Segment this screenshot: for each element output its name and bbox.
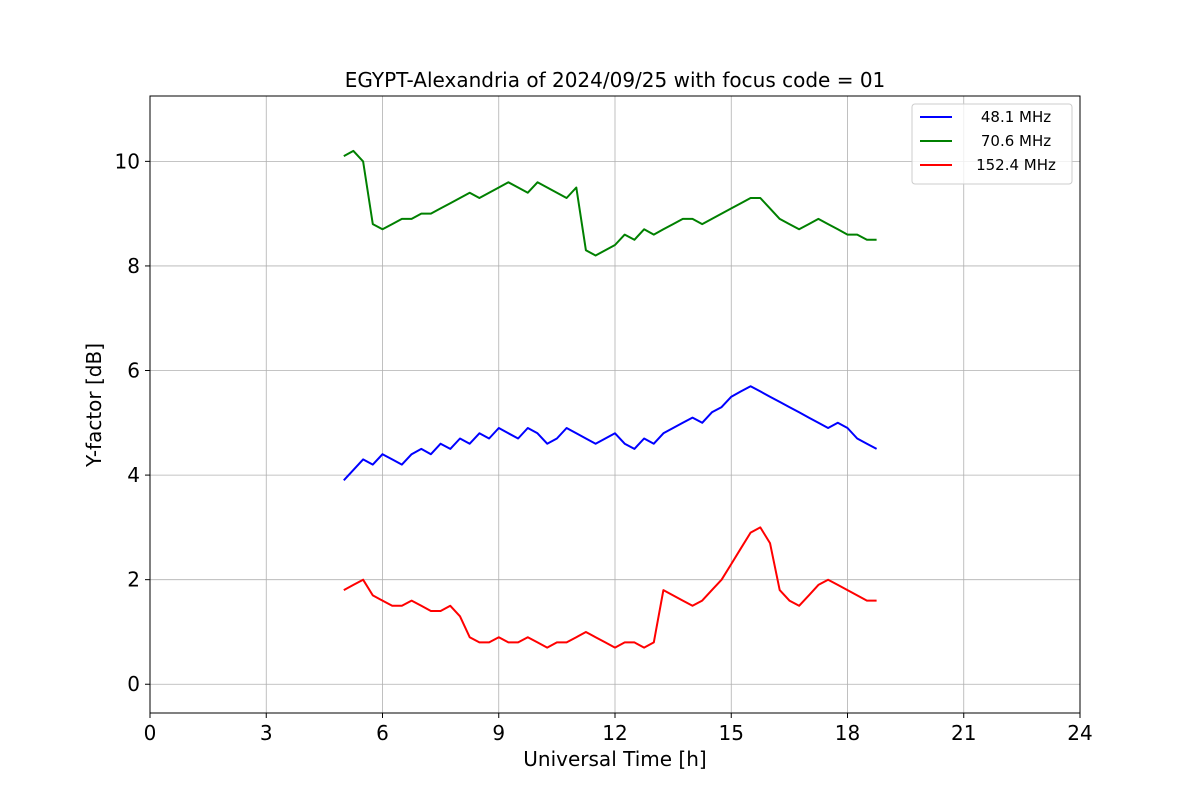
legend-label: 152.4 MHz <box>976 156 1056 174</box>
legend-label: 48.1 MHz <box>981 108 1051 126</box>
legend: 48.1 MHz 70.6 MHz 152.4 MHz <box>911 103 1073 185</box>
y-tick-label: 2 <box>127 568 140 592</box>
x-tick-label: 9 <box>492 721 505 745</box>
legend-label: 70.6 MHz <box>981 132 1051 150</box>
x-tick-label: 24 <box>1067 721 1092 745</box>
x-tick-label: 21 <box>951 721 976 745</box>
x-tick-label: 12 <box>602 721 627 745</box>
series-line-1 <box>343 149 877 257</box>
x-tick-label: 0 <box>144 721 157 745</box>
series-line-0 <box>343 385 878 481</box>
y-axis-label: Y-factor [dB] <box>82 343 106 468</box>
series-line-2 <box>343 526 877 649</box>
y-tick-label: 0 <box>127 672 140 696</box>
y-tick-label: 4 <box>127 463 140 487</box>
y-tick-label: 10 <box>115 149 140 173</box>
x-tick-label: 6 <box>376 721 389 745</box>
y-axis: 0 2 4 6 8 10 <box>115 149 150 696</box>
series-layer <box>343 149 878 649</box>
x-tick-label: 3 <box>260 721 273 745</box>
x-tick-label: 15 <box>719 721 744 745</box>
x-tick-label: 18 <box>835 721 860 745</box>
y-tick-label: 8 <box>127 254 140 278</box>
x-axis-label: Universal Time [h] <box>523 747 706 771</box>
chart-title: EGYPT-Alexandria of 2024/09/25 with focu… <box>345 68 886 92</box>
x-axis: 0 3 6 9 12 15 18 21 24 <box>144 713 1093 745</box>
y-tick-label: 6 <box>127 359 140 383</box>
